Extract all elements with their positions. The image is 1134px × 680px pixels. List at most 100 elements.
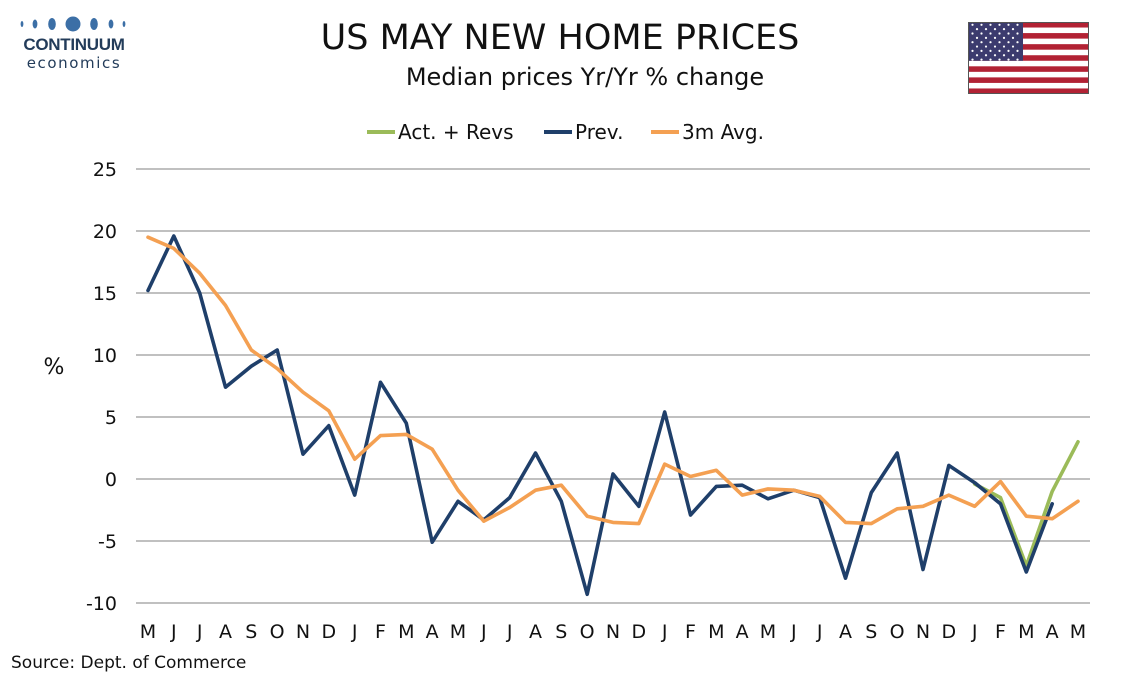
series-line-prev [146,234,1054,597]
flag-star [975,54,979,57]
flag-star [971,32,974,35]
flag-star [998,49,1001,52]
x-tick-label: J [351,621,358,643]
x-tick-label: J [170,621,177,643]
flag-star [993,45,997,48]
flag-star [1011,54,1015,57]
logo-brand-text: CONTINUUM [23,35,125,54]
flag-star [998,58,1001,61]
x-tick-label: N [296,621,310,643]
flag-star [1016,58,1019,61]
x-tick-label: F [375,621,386,643]
flag-star [1007,49,1010,52]
flag-stripe [968,77,1089,83]
flag-star [998,23,1001,26]
x-tick-label: M [398,621,414,643]
x-tick-label: M [1070,621,1086,643]
flag-star [989,32,992,35]
x-tick-label: S [865,621,877,643]
flag-stripe [968,66,1089,72]
flag-star [1016,41,1019,44]
x-tick-label: A [426,621,439,643]
flag-star [980,49,983,52]
x-tick-label: M [760,621,776,643]
flag-star [1016,49,1019,52]
flag-star [993,36,997,39]
legend-label: Act. + Revs [398,120,514,144]
x-tick-label: M [1018,621,1034,643]
flag-stripe [968,44,1089,50]
flag-star [1016,23,1019,26]
y-axis-label: % [44,355,65,380]
x-tick-label: N [916,621,930,643]
flag-star [998,32,1001,35]
y-tick-label: 0 [105,469,117,491]
x-tick-label: J [196,621,203,643]
x-tick-label: O [890,621,905,643]
flag-star [993,54,997,57]
flag-star [989,23,992,26]
x-tick-label: J [816,621,823,643]
x-tick-label: S [245,621,257,643]
x-tick-label: A [529,621,542,643]
x-tick-label: A [219,621,232,643]
flag-stripe [968,88,1089,94]
x-tick-label: A [1046,621,1059,643]
flag-star [998,41,1001,44]
x-tick-label: O [580,621,595,643]
x-tick-label: J [506,621,513,643]
x-tick-label: F [685,621,696,643]
flag-border [968,22,1089,94]
x-tick-label: J [661,621,668,643]
flag-star [1011,45,1015,48]
flag-star [971,41,974,44]
flag-star [980,41,983,44]
flag-star [989,41,992,44]
flag-stripe [968,33,1089,39]
y-tick-label: 25 [93,159,117,181]
flag-stripe [968,55,1089,61]
flag-star [1007,58,1010,61]
flag-star [975,28,979,31]
flag-star [1011,28,1015,31]
flag-star [989,58,992,61]
flag-star [980,58,983,61]
x-tick-label: D [942,621,957,643]
flag-star [971,58,974,61]
y-tick-label: -10 [86,593,117,615]
x-tick-label: A [839,621,852,643]
legend-label: Prev. [575,120,623,144]
x-tick-label: S [555,621,567,643]
source-note: Source: Dept. of Commerce [11,653,247,673]
y-tick-label: 10 [93,345,117,367]
x-tick-label: M [708,621,724,643]
legend-label: 3m Avg. [682,120,764,144]
flag-star [1007,23,1010,26]
x-tick-label: N [606,621,620,643]
flag-star [1007,41,1010,44]
x-tick-label: M [140,621,156,643]
flag-star [1002,28,1006,31]
x-tick-label: J [790,621,797,643]
flag-star [971,49,974,52]
series-line-3m-avg [146,235,1080,526]
flag-star [1002,54,1006,57]
flag-star [980,32,983,35]
flag-star [1016,32,1019,35]
chart-title: US MAY NEW HOME PRICES [320,18,800,58]
flag-star [1002,36,1006,39]
x-tick-label: F [995,621,1006,643]
logo-dots-icon [20,16,126,32]
y-tick-label: -5 [98,531,117,553]
flag-star [975,36,979,39]
continuum-logo: CONTINUUM economics [14,14,134,76]
x-tick-label: M [450,621,466,643]
y-tick-label: 20 [93,221,117,243]
flag-star [980,23,983,26]
chart-subtitle: Median prices Yr/Yr % change [405,63,765,91]
flag-star [971,23,974,26]
us-flag-icon [968,22,1089,94]
flag-star [975,45,979,48]
flag-star [1002,45,1006,48]
